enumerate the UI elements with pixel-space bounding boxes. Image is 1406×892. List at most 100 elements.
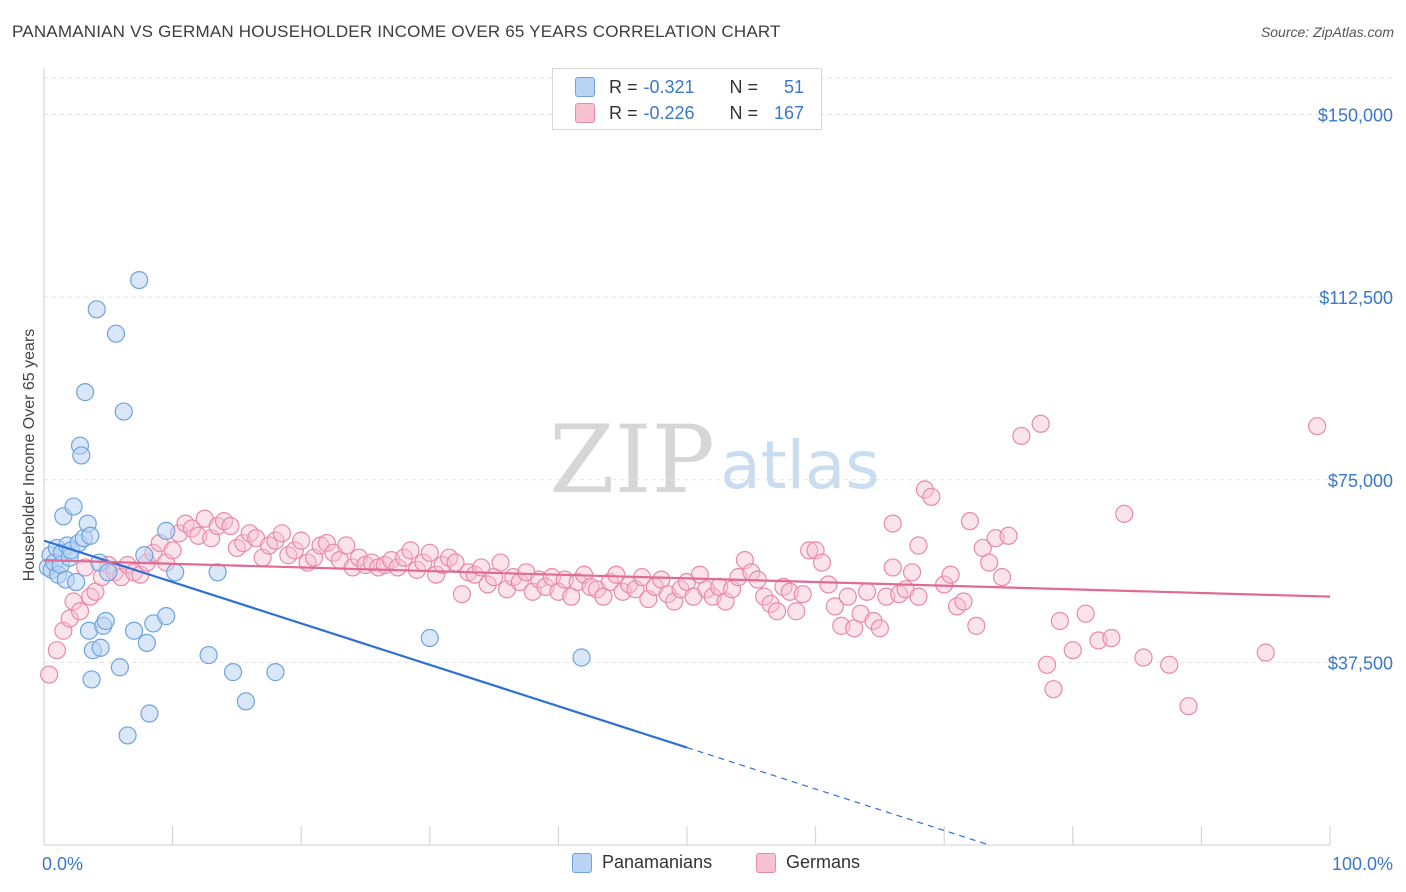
legend-label-germans: Germans: [786, 852, 861, 872]
point-panamanian: [72, 446, 91, 465]
point-german: [909, 536, 928, 555]
point-german: [909, 587, 928, 606]
point-german: [915, 480, 935, 499]
point-german: [767, 602, 787, 621]
stats-r-label: R =: [609, 102, 638, 123]
point-panamanian: [199, 645, 218, 665]
point-panamanian: [420, 628, 439, 648]
point-german: [883, 514, 902, 533]
point-panamanian: [130, 270, 149, 290]
point-german: [600, 572, 619, 592]
legend-swatch-germans: [756, 852, 776, 873]
stats-r-value: -0.226: [643, 102, 695, 123]
point-german: [838, 587, 857, 606]
point-panamanian: [135, 546, 154, 565]
point-german: [1160, 655, 1179, 674]
trend-line-panamanians: [43, 539, 688, 749]
point-german: [857, 582, 877, 601]
point-panamanian: [266, 663, 285, 682]
point-german: [40, 665, 59, 684]
point-german: [954, 592, 973, 611]
trend-lines: [43, 539, 1331, 846]
point-german: [941, 565, 960, 584]
point-german: [1031, 414, 1050, 433]
point-german: [64, 592, 83, 611]
point-panamanian: [124, 621, 144, 640]
point-german: [819, 575, 838, 594]
point-german: [1102, 628, 1121, 648]
point-panamanian: [157, 607, 176, 626]
point-german: [1037, 655, 1057, 674]
stats-n-label: N =: [729, 102, 759, 123]
legend-swatch-panamanians: [572, 852, 592, 873]
point-panamanian: [118, 726, 137, 745]
point-german: [812, 553, 832, 572]
y-tick-label: $37,500: [1328, 653, 1393, 673]
watermark: ZIP atlas: [549, 406, 880, 515]
point-german: [182, 519, 201, 538]
point-panamanian: [99, 563, 118, 582]
point-german: [870, 619, 890, 638]
point-german: [401, 541, 420, 560]
point-german: [800, 541, 819, 560]
point-panamanian: [64, 497, 83, 516]
point-german: [755, 587, 774, 606]
axes: [43, 68, 1331, 846]
point-german: [1308, 417, 1327, 436]
point-german: [1134, 648, 1153, 667]
point-panamanian: [157, 521, 176, 540]
stats-swatch-panamanians: [575, 77, 595, 97]
point-german: [1012, 426, 1031, 446]
legend: Panamanians Germans: [0, 852, 1406, 878]
point-panamanian: [96, 611, 115, 631]
point-panamanian: [81, 526, 100, 545]
point-panamanian: [114, 402, 133, 421]
source-credit: Source: ZipAtlas.com: [1260, 24, 1394, 40]
point-german: [221, 516, 240, 536]
legend-item-germans[interactable]: Germans: [756, 852, 860, 873]
point-panamanian: [166, 563, 185, 582]
point-german: [285, 541, 304, 560]
point-german: [465, 565, 484, 584]
tick-labels: $37,500 $75,000 $112,500 $150,000 0.0% 100.0%: [42, 106, 1393, 874]
point-german: [1063, 641, 1082, 660]
point-german: [980, 553, 999, 572]
point-german: [60, 609, 79, 628]
point-panamanian: [137, 633, 156, 653]
point-german: [272, 524, 292, 543]
point-german: [999, 526, 1018, 545]
point-german: [960, 512, 980, 531]
point-german: [478, 575, 497, 594]
stats-n-value: 167: [773, 102, 805, 123]
point-german: [1076, 604, 1095, 623]
stats-row-panamanians: R = -0.321 N = 51: [575, 75, 804, 99]
stats-box: R = -0.321 N = 51 R = -0.226 N = 167: [552, 68, 822, 130]
point-german: [337, 536, 356, 555]
point-german: [81, 587, 100, 606]
legend-item-panamanians[interactable]: Panamanians: [572, 852, 712, 873]
point-german: [1256, 643, 1275, 662]
grid-lines: [44, 77, 1395, 663]
stats-r-label: R =: [609, 76, 638, 97]
point-german: [491, 553, 510, 572]
x-tick-label-end: 100.0%: [1332, 854, 1393, 874]
point-german: [394, 548, 414, 567]
stats-swatch-germans: [575, 103, 595, 123]
point-panamanian: [106, 324, 126, 343]
stats-n-value: 51: [784, 76, 805, 97]
trend-line-germans: [43, 559, 1331, 598]
point-panamanian: [572, 648, 591, 667]
legend-label-panamanians: Panamanians: [602, 852, 713, 872]
point-german: [452, 585, 472, 604]
point-german: [761, 594, 780, 614]
point-german: [825, 597, 844, 616]
stats-n-label: N =: [729, 76, 759, 97]
point-german: [1115, 504, 1134, 523]
watermark-zip: ZIP: [549, 406, 715, 515]
chart-title: PANAMANIAN VS GERMAN HOUSEHOLDER INCOME …: [12, 22, 781, 41]
point-panamanian: [236, 692, 256, 711]
watermark-atlas: atlas: [720, 427, 880, 504]
point-german: [793, 585, 812, 604]
point-german: [967, 616, 986, 635]
